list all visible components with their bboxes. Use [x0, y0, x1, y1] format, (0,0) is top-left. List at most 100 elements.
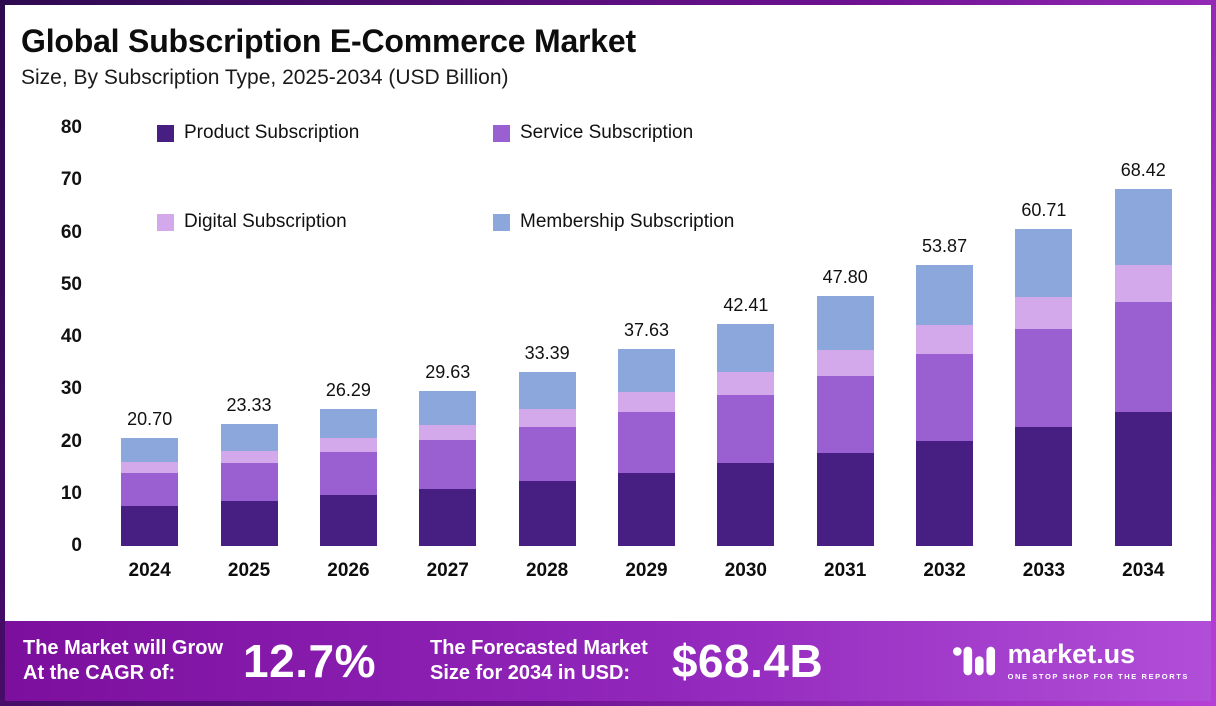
bar-segment-service-subscription — [916, 354, 974, 441]
y-tick-label: 80 — [60, 117, 82, 138]
bar-segment-product-subscription — [518, 481, 576, 546]
x-axis-label: 2030 — [724, 560, 767, 581]
legend-label: Service Subscription — [520, 122, 694, 143]
bar-segment-service-subscription — [1114, 302, 1172, 413]
bar-total-label: 68.42 — [1120, 159, 1166, 180]
bar-segment-membership-subscription — [518, 371, 576, 410]
bar-column: 47.80 — [796, 128, 895, 546]
bar-segment-digital-subscription — [220, 450, 278, 463]
bar-segment-product-subscription — [319, 494, 377, 546]
bar-total-label: 20.70 — [127, 408, 173, 429]
cagr-label-line1: The Market will Grow — [23, 637, 224, 659]
bar-segment-membership-subscription — [220, 424, 278, 451]
bar-total-label: 23.33 — [226, 395, 272, 416]
footer-banner: The Market will Grow At the CAGR of: 12.… — [5, 621, 1211, 701]
bar-segment-membership-subscription — [319, 408, 377, 439]
bar-segment-product-subscription — [816, 453, 874, 546]
bar-segment-digital-subscription — [816, 350, 874, 376]
y-axis: 0 10 20 30 40 50 60 70 80 — [21, 117, 82, 556]
bar-segment-service-subscription — [1015, 329, 1073, 428]
bar-segment-service-subscription — [121, 472, 179, 507]
bar-total-label: 29.63 — [425, 362, 471, 383]
bar-segment-digital-subscription — [617, 391, 675, 412]
bar-total-label: 37.63 — [623, 320, 669, 341]
bar-column: 23.33 — [199, 128, 298, 546]
forecast-label-line2: Size for 2034 in USD: — [429, 662, 631, 684]
bar-segment-product-subscription — [220, 500, 278, 546]
legend-swatch — [493, 124, 510, 142]
x-axis-label: 2024 — [128, 560, 171, 581]
bar-segment-service-subscription — [717, 395, 775, 464]
bar-total-label: 60.71 — [1021, 199, 1067, 220]
x-axis-label: 2025 — [227, 560, 271, 581]
page-subtitle: Size, By Subscription Type, 2025-2034 (U… — [21, 66, 509, 89]
bar-segment-digital-subscription — [1015, 296, 1073, 330]
x-axis: 2024 2025 2026 2027 2028 2029 2030 2031 2032 2033… — [100, 560, 1193, 582]
legend-item: Service Subscription — [493, 122, 693, 144]
bar-segment-product-subscription — [1015, 427, 1073, 546]
bar-column: 29.63 — [398, 128, 497, 546]
legend-item: Membership Subscription — [493, 211, 734, 233]
bar-segment-membership-subscription — [419, 391, 477, 425]
bar-segment-membership-subscription — [1015, 228, 1073, 297]
legend-item: Digital Subscription — [157, 211, 493, 233]
bar-segment-product-subscription — [916, 440, 974, 546]
x-axis-label: 2034 — [1122, 560, 1165, 581]
chart-area: 0 10 20 30 40 50 60 70 80 20.70 23.33 26.29 29.63 33… — [21, 98, 1195, 598]
bar-segment-membership-subscription — [916, 264, 974, 326]
bar-segment-digital-subscription — [916, 325, 974, 354]
bar-segment-service-subscription — [319, 452, 377, 495]
bar-segment-membership-subscription — [816, 296, 874, 351]
bar-total-label: 53.87 — [922, 235, 968, 256]
y-tick-label: 60 — [60, 221, 82, 243]
x-axis-label: 2026 — [327, 560, 370, 581]
bar-segment-digital-subscription — [319, 438, 377, 453]
bar-segment-digital-subscription — [1114, 265, 1172, 303]
bar-total-label: 42.41 — [723, 295, 769, 316]
marketus-logo-icon — [952, 646, 995, 676]
bar-segment-digital-subscription — [419, 424, 477, 441]
forecast-value: $68.4B — [671, 635, 824, 687]
legend-label: Digital Subscription — [184, 211, 347, 232]
bar-column: 53.87 — [895, 128, 994, 546]
legend-swatch — [157, 213, 174, 231]
bar-segment-product-subscription — [717, 463, 775, 546]
bar-segment-membership-subscription — [617, 349, 675, 392]
brand-text: market.us ONE STOP SHOP FOR THE REPORTS — [1007, 639, 1189, 682]
brand-name: market.us — [1007, 639, 1136, 669]
bar-segment-service-subscription — [518, 427, 576, 482]
bar-total-label: 33.39 — [524, 342, 570, 363]
y-tick-label: 50 — [60, 273, 82, 295]
bar-segment-service-subscription — [816, 375, 874, 453]
x-axis-label: 2031 — [824, 560, 867, 581]
y-tick-label: 0 — [71, 535, 82, 556]
x-axis-label: 2029 — [625, 560, 668, 581]
bar-column: 33.39 — [497, 128, 596, 546]
bar-segment-product-subscription — [121, 506, 179, 546]
x-axis-label: 2032 — [923, 560, 966, 581]
brand-block: market.us ONE STOP SHOP FOR THE REPORTS — [952, 640, 1189, 682]
bar-segment-product-subscription — [617, 472, 675, 546]
cagr-value: 12.7% — [243, 635, 376, 687]
legend-label: Membership Subscription — [520, 211, 735, 232]
bar-segment-digital-subscription — [518, 409, 576, 428]
bar-column: 37.63 — [597, 128, 696, 546]
bars-area: 20.70 23.33 26.29 29.63 33.39 37.63 42.41 47.80… — [100, 128, 1193, 546]
bar-column: 42.41 — [696, 128, 795, 546]
bar-segment-membership-subscription — [1114, 188, 1172, 266]
legend-row-1: Product Subscription Service Subscription — [157, 122, 693, 144]
bar-column: 60.71 — [994, 128, 1093, 546]
y-tick-label: 20 — [60, 430, 82, 452]
forecast-label-line1: The Forecasted Market — [429, 637, 648, 659]
bar-total-label: 26.29 — [325, 379, 371, 400]
bar-segment-digital-subscription — [121, 461, 179, 473]
page-title: Global Subscription E-Commerce Market — [21, 23, 636, 59]
y-tick-label: 10 — [60, 482, 82, 504]
y-tick-label: 70 — [60, 169, 82, 191]
bar-segment-product-subscription — [1114, 412, 1172, 546]
y-tick-label: 40 — [60, 326, 82, 347]
forecast-label: The Forecasted Market Size for 2034 in U… — [430, 636, 648, 686]
bar-segment-product-subscription — [419, 488, 477, 546]
cagr-label: The Market will Grow At the CAGR of: — [23, 636, 223, 686]
